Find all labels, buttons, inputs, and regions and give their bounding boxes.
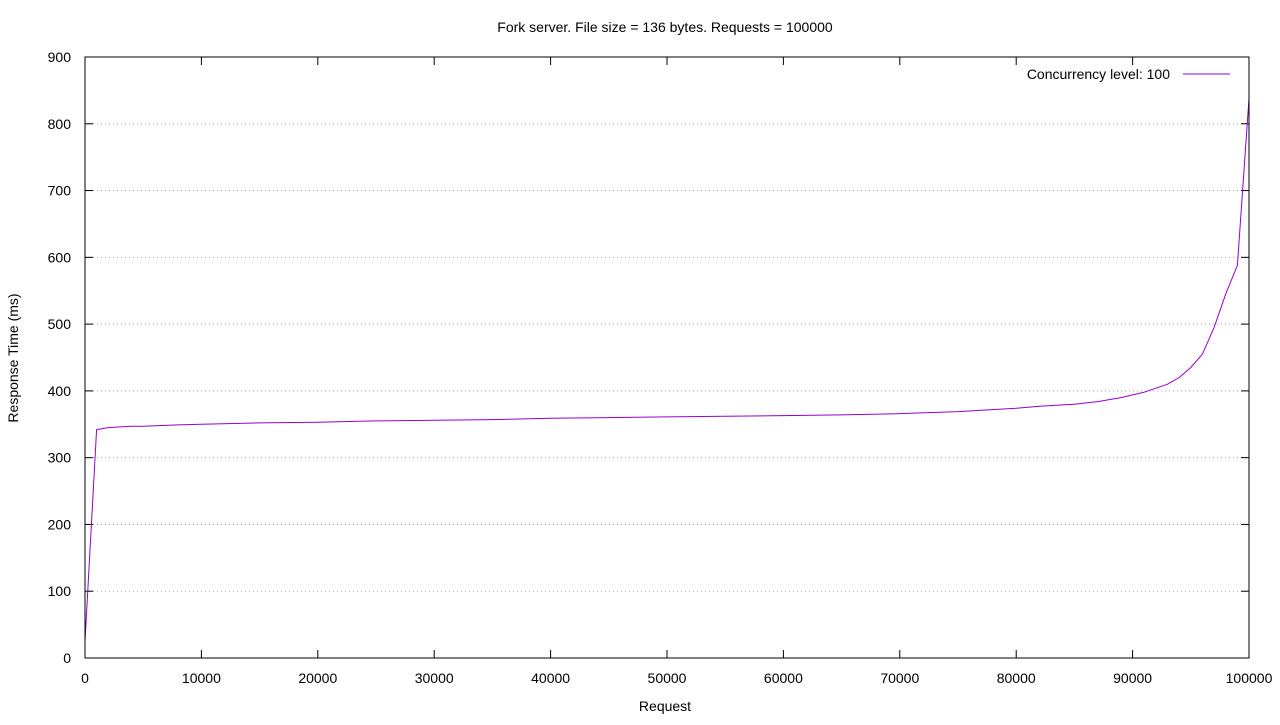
y-tick-label: 200	[48, 516, 72, 532]
y-tick-label: 800	[48, 116, 72, 132]
x-tick-label: 60000	[764, 670, 803, 686]
y-tick-label: 700	[48, 183, 72, 199]
x-tick-label: 30000	[415, 670, 454, 686]
y-tick-label: 300	[48, 450, 72, 466]
legend: Concurrency level: 100	[1027, 66, 1230, 82]
x-tick-label: 10000	[182, 670, 221, 686]
axis-ticks: 0 100 200 300 400 500 600 700 800 900 0 10000 20000 3…	[48, 49, 1273, 686]
y-tick-label: 900	[48, 49, 72, 65]
legend-label: Concurrency level: 100	[1027, 66, 1170, 82]
series-line	[84, 98, 1250, 642]
y-axis-label: Response Time (ms)	[5, 293, 21, 422]
y-tick-label: 600	[48, 249, 72, 265]
x-tick-label: 40000	[531, 670, 570, 686]
gridlines	[85, 123, 1249, 592]
series-layer	[84, 98, 1250, 642]
x-tick-label: 50000	[648, 670, 687, 686]
x-axis-label: Request	[639, 698, 691, 714]
x-tick-label: 100000	[1226, 670, 1273, 686]
y-tick-label: 0	[63, 650, 71, 666]
y-tick-label: 500	[48, 316, 72, 332]
x-tick-label: 70000	[880, 670, 919, 686]
x-tick-label: 20000	[298, 670, 337, 686]
x-tick-label: 90000	[1113, 670, 1152, 686]
x-tick-label: 80000	[997, 670, 1036, 686]
x-tick-label: 0	[81, 670, 89, 686]
plot-frame	[84, 56, 1250, 659]
chart-title: Fork server. File size = 136 bytes. Requ…	[497, 19, 833, 35]
y-tick-label: 400	[48, 383, 72, 399]
y-tick-label: 100	[48, 583, 72, 599]
